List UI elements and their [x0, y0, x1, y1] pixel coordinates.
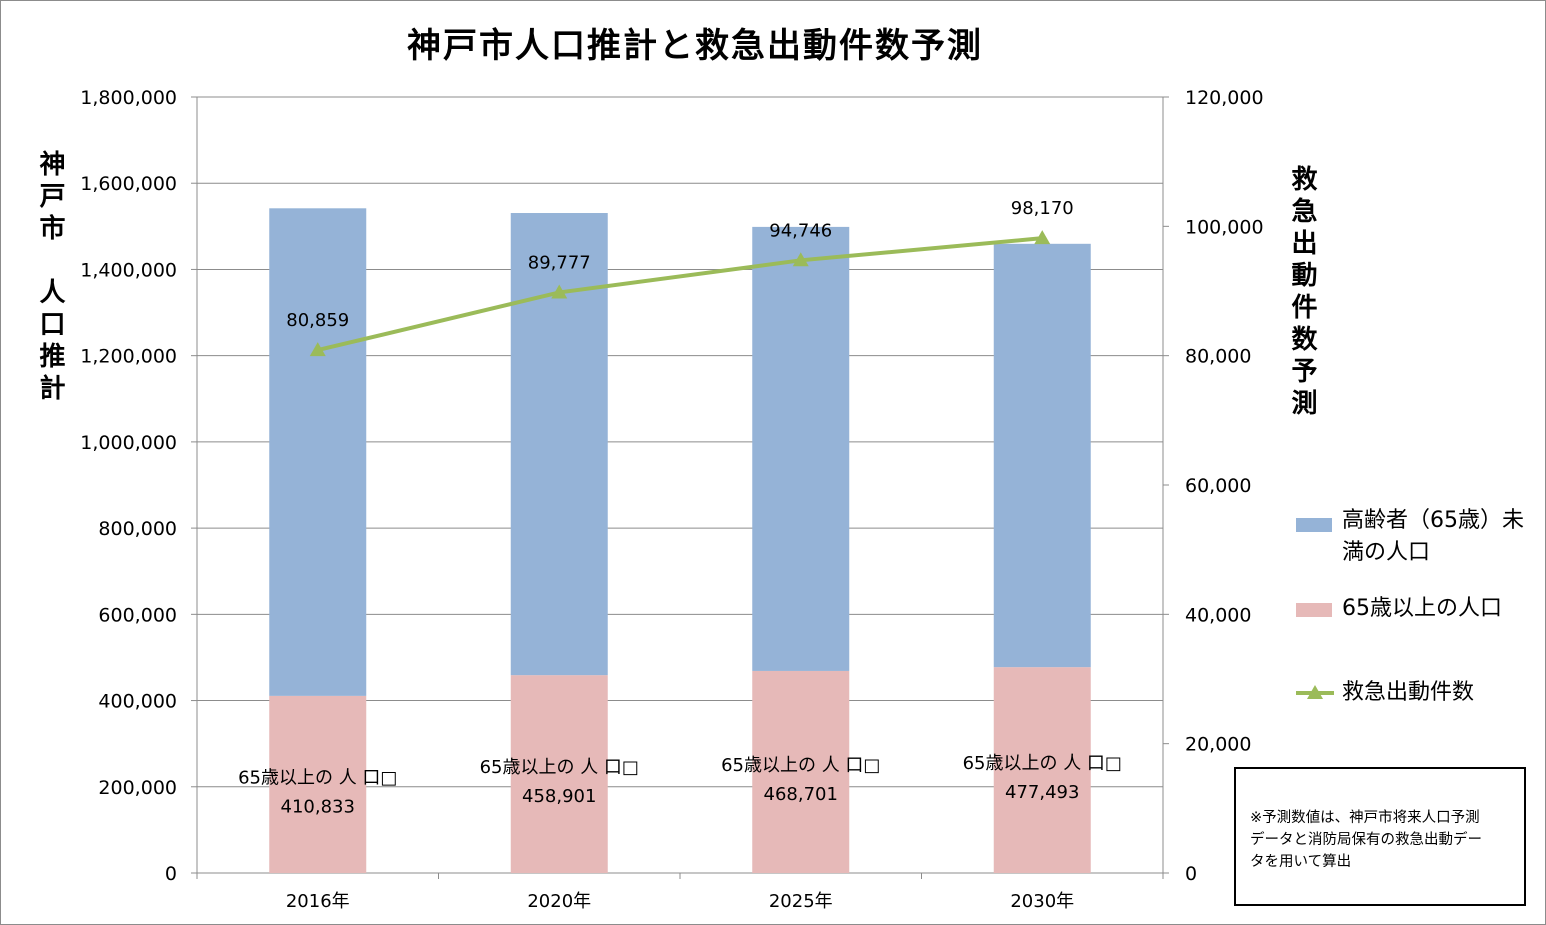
note-line-1: ※予測数値は、神戸市将来人口予測: [1250, 810, 1480, 826]
line-calls-label: 94,746: [769, 220, 832, 241]
y2-tick-label: 80,000: [1185, 346, 1251, 368]
y2-tick-label: 120,000: [1185, 87, 1264, 109]
y2-axis-label: 救急出動件数予測: [1287, 165, 1317, 421]
bar-over65: [510, 675, 608, 873]
legend-swatch-calls: [1296, 685, 1334, 699]
bar-under65: [269, 208, 367, 696]
bar-under65: [993, 243, 1091, 668]
y-tick-label: 1,400,000: [80, 259, 177, 281]
legend-label-under65-line1: 高齢者（65歳）未: [1342, 508, 1524, 533]
line-calls-marker: [792, 252, 809, 267]
legend-label-calls: 救急出動件数: [1342, 680, 1475, 705]
y-tick-label: 800,000: [98, 518, 177, 540]
bar-over65-label: 410,833: [281, 796, 355, 817]
bar-over65-label: 468,701: [764, 784, 838, 805]
y2-tick-label: 60,000: [1185, 475, 1251, 497]
legend-swatch-over65: [1296, 603, 1332, 617]
bar-over65-label: 477,493: [1005, 782, 1079, 803]
bar-over65-label: 458,901: [522, 786, 596, 807]
x-tick-label: 2030年: [1010, 891, 1074, 912]
bar-under65: [752, 226, 850, 671]
y2-tick-label: 20,000: [1185, 734, 1251, 756]
note-line-2: データと消防局保有の救急出動デー: [1250, 832, 1482, 848]
y-tick-label: 400,000: [98, 691, 177, 713]
note-box: ※予測数値は、神戸市将来人口予測 データと消防局保有の救急出動デー タを用いて算…: [1234, 767, 1526, 906]
bar-over65: [269, 695, 367, 873]
bar-over65-label-prefix: 65歳以上の 人 口□: [963, 753, 1122, 774]
y-tick-label: 1,200,000: [80, 346, 177, 368]
line-calls-marker: [1034, 230, 1051, 245]
note-line-3: タを用いて算出: [1250, 854, 1352, 870]
legend-label-over65: 65歳以上の人口: [1342, 596, 1502, 621]
bar-over65: [752, 670, 850, 873]
bar-over65-label-prefix: 65歳以上の 人 口□: [238, 767, 397, 788]
bar-over65-label-prefix: 65歳以上の 人 口□: [480, 757, 639, 778]
line-calls-marker: [551, 284, 568, 299]
y-tick-label: 200,000: [98, 777, 177, 799]
bar-under65: [510, 213, 608, 676]
line-calls-label: 89,777: [528, 252, 591, 273]
y-tick-label: 0: [165, 863, 177, 885]
y2-tick-label: 100,000: [1185, 216, 1264, 238]
y-tick-label: 600,000: [98, 604, 177, 626]
y-tick-label: 1,000,000: [80, 432, 177, 454]
x-tick-label: 2020年: [527, 891, 591, 912]
line-calls-label: 98,170: [1011, 198, 1074, 219]
y2-tick-label: 40,000: [1185, 604, 1251, 626]
x-tick-label: 2025年: [769, 891, 833, 912]
line-calls: [317, 236, 1043, 353]
line-calls-marker: [309, 342, 326, 357]
legend-label-under65: 高齢者（65歳）未 満の人口: [1342, 505, 1524, 569]
chart-title: 神戸市人口推計と救急出動件数予測: [407, 26, 983, 66]
x-tick-label: 2016年: [286, 891, 350, 912]
y-tick-label: 1,800,000: [80, 87, 177, 109]
legend-label-under65-line2: 満の人口: [1342, 540, 1431, 565]
legend-swatch-under65: [1296, 518, 1332, 532]
bar-over65-label-prefix: 65歳以上の 人 口□: [721, 755, 880, 776]
y-axis-label: 神戸市 人口推計: [35, 150, 65, 406]
bar-over65: [993, 667, 1091, 873]
y2-tick-label: 0: [1185, 863, 1197, 885]
y-tick-label: 1,600,000: [80, 173, 177, 195]
line-calls-label: 80,859: [286, 310, 349, 331]
